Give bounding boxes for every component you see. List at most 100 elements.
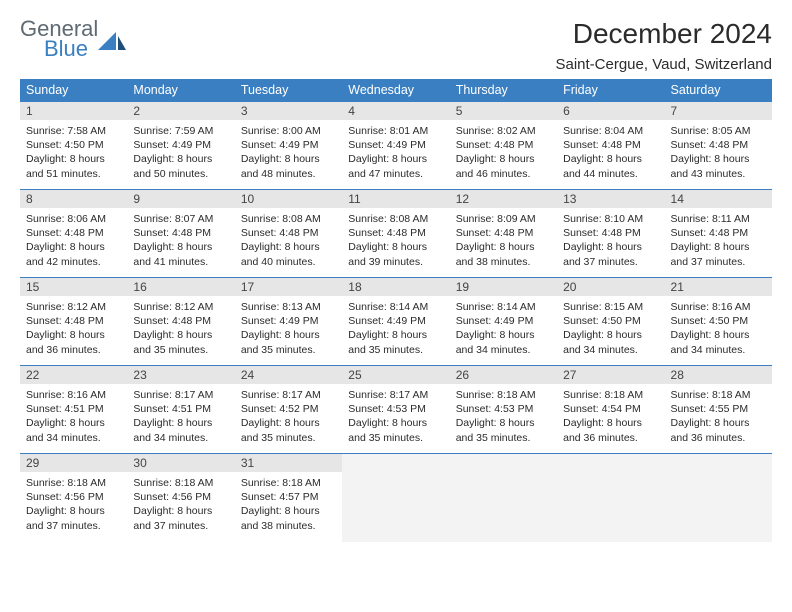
calendar-cell: 18Sunrise: 8:14 AMSunset: 4:49 PMDayligh… bbox=[342, 278, 449, 366]
sunset-line: Sunset: 4:48 PM bbox=[241, 226, 336, 240]
day-data: Sunrise: 8:08 AMSunset: 4:48 PMDaylight:… bbox=[235, 208, 342, 275]
day-number: 19 bbox=[450, 278, 557, 296]
sunrise-line: Sunrise: 8:07 AM bbox=[133, 212, 228, 226]
dayhead-friday: Friday bbox=[557, 79, 664, 102]
day-number: 14 bbox=[665, 190, 772, 208]
daylight-line: Daylight: 8 hours and 34 minutes. bbox=[456, 328, 551, 356]
daylight-line: Daylight: 8 hours and 34 minutes. bbox=[26, 416, 121, 444]
daylight-line: Daylight: 8 hours and 40 minutes. bbox=[241, 240, 336, 268]
daylight-line: Daylight: 8 hours and 34 minutes. bbox=[671, 328, 766, 356]
sunrise-line: Sunrise: 8:18 AM bbox=[563, 388, 658, 402]
sunrise-line: Sunrise: 8:17 AM bbox=[133, 388, 228, 402]
day-number: 20 bbox=[557, 278, 664, 296]
sunrise-line: Sunrise: 8:18 AM bbox=[133, 476, 228, 490]
sunset-line: Sunset: 4:49 PM bbox=[133, 138, 228, 152]
day-number: 30 bbox=[127, 454, 234, 472]
day-data: Sunrise: 8:18 AMSunset: 4:57 PMDaylight:… bbox=[235, 472, 342, 539]
sunrise-line: Sunrise: 8:18 AM bbox=[26, 476, 121, 490]
day-data: Sunrise: 8:13 AMSunset: 4:49 PMDaylight:… bbox=[235, 296, 342, 363]
calendar-cell: 21Sunrise: 8:16 AMSunset: 4:50 PMDayligh… bbox=[665, 278, 772, 366]
daylight-line: Daylight: 8 hours and 43 minutes. bbox=[671, 152, 766, 180]
day-number: 27 bbox=[557, 366, 664, 384]
calendar-cell: 14Sunrise: 8:11 AMSunset: 4:48 PMDayligh… bbox=[665, 190, 772, 278]
daylight-line: Daylight: 8 hours and 42 minutes. bbox=[26, 240, 121, 268]
calendar-cell: 10Sunrise: 8:08 AMSunset: 4:48 PMDayligh… bbox=[235, 190, 342, 278]
sunset-line: Sunset: 4:48 PM bbox=[671, 138, 766, 152]
calendar-cell bbox=[665, 454, 772, 542]
day-number: 12 bbox=[450, 190, 557, 208]
daylight-line: Daylight: 8 hours and 39 minutes. bbox=[348, 240, 443, 268]
sunrise-line: Sunrise: 7:58 AM bbox=[26, 124, 121, 138]
calendar-cell bbox=[557, 454, 664, 542]
day-data: Sunrise: 8:17 AMSunset: 4:51 PMDaylight:… bbox=[127, 384, 234, 451]
day-data: Sunrise: 8:18 AMSunset: 4:54 PMDaylight:… bbox=[557, 384, 664, 451]
sunset-line: Sunset: 4:48 PM bbox=[133, 314, 228, 328]
sunset-line: Sunset: 4:51 PM bbox=[133, 402, 228, 416]
header-row: General Blue December 2024 Saint-Cergue,… bbox=[20, 18, 772, 73]
sunrise-line: Sunrise: 8:18 AM bbox=[241, 476, 336, 490]
day-data: Sunrise: 8:18 AMSunset: 4:56 PMDaylight:… bbox=[127, 472, 234, 539]
daylight-line: Daylight: 8 hours and 37 minutes. bbox=[133, 504, 228, 532]
day-number: 15 bbox=[20, 278, 127, 296]
logo: General Blue bbox=[20, 18, 130, 60]
day-number: 28 bbox=[665, 366, 772, 384]
day-data: Sunrise: 8:09 AMSunset: 4:48 PMDaylight:… bbox=[450, 208, 557, 275]
calendar-cell: 23Sunrise: 8:17 AMSunset: 4:51 PMDayligh… bbox=[127, 366, 234, 454]
title-block: December 2024 Saint-Cergue, Vaud, Switze… bbox=[555, 18, 772, 73]
day-number: 3 bbox=[235, 102, 342, 120]
daylight-line: Daylight: 8 hours and 37 minutes. bbox=[26, 504, 121, 532]
day-data: Sunrise: 8:07 AMSunset: 4:48 PMDaylight:… bbox=[127, 208, 234, 275]
calendar-cell: 30Sunrise: 8:18 AMSunset: 4:56 PMDayligh… bbox=[127, 454, 234, 542]
day-number: 6 bbox=[557, 102, 664, 120]
day-number: 31 bbox=[235, 454, 342, 472]
sunrise-line: Sunrise: 8:18 AM bbox=[456, 388, 551, 402]
daylight-line: Daylight: 8 hours and 37 minutes. bbox=[563, 240, 658, 268]
calendar-cell: 6Sunrise: 8:04 AMSunset: 4:48 PMDaylight… bbox=[557, 102, 664, 190]
daylight-line: Daylight: 8 hours and 47 minutes. bbox=[348, 152, 443, 180]
day-data: Sunrise: 8:18 AMSunset: 4:55 PMDaylight:… bbox=[665, 384, 772, 451]
day-number: 7 bbox=[665, 102, 772, 120]
day-data: Sunrise: 8:00 AMSunset: 4:49 PMDaylight:… bbox=[235, 120, 342, 187]
day-number: 13 bbox=[557, 190, 664, 208]
day-number: 26 bbox=[450, 366, 557, 384]
day-number: 11 bbox=[342, 190, 449, 208]
sunset-line: Sunset: 4:52 PM bbox=[241, 402, 336, 416]
sunrise-line: Sunrise: 8:14 AM bbox=[456, 300, 551, 314]
calendar-cell: 13Sunrise: 8:10 AMSunset: 4:48 PMDayligh… bbox=[557, 190, 664, 278]
sunrise-line: Sunrise: 8:13 AM bbox=[241, 300, 336, 314]
day-number: 22 bbox=[20, 366, 127, 384]
day-number: 16 bbox=[127, 278, 234, 296]
day-number: 5 bbox=[450, 102, 557, 120]
day-data: Sunrise: 8:12 AMSunset: 4:48 PMDaylight:… bbox=[127, 296, 234, 363]
day-data: Sunrise: 8:17 AMSunset: 4:52 PMDaylight:… bbox=[235, 384, 342, 451]
calendar-cell bbox=[342, 454, 449, 542]
logo-text-blue: Blue bbox=[44, 38, 98, 60]
calendar-row: 15Sunrise: 8:12 AMSunset: 4:48 PMDayligh… bbox=[20, 278, 772, 366]
calendar-cell: 9Sunrise: 8:07 AMSunset: 4:48 PMDaylight… bbox=[127, 190, 234, 278]
day-data: Sunrise: 8:04 AMSunset: 4:48 PMDaylight:… bbox=[557, 120, 664, 187]
daylight-line: Daylight: 8 hours and 48 minutes. bbox=[241, 152, 336, 180]
daylight-line: Daylight: 8 hours and 34 minutes. bbox=[563, 328, 658, 356]
calendar-head: SundayMondayTuesdayWednesdayThursdayFrid… bbox=[20, 79, 772, 102]
sunset-line: Sunset: 4:48 PM bbox=[26, 314, 121, 328]
sunset-line: Sunset: 4:49 PM bbox=[348, 138, 443, 152]
sunrise-line: Sunrise: 8:00 AM bbox=[241, 124, 336, 138]
sunrise-line: Sunrise: 8:08 AM bbox=[241, 212, 336, 226]
calendar-table: SundayMondayTuesdayWednesdayThursdayFrid… bbox=[20, 79, 772, 542]
daylight-line: Daylight: 8 hours and 51 minutes. bbox=[26, 152, 121, 180]
day-number: 21 bbox=[665, 278, 772, 296]
day-number: 24 bbox=[235, 366, 342, 384]
calendar-cell: 28Sunrise: 8:18 AMSunset: 4:55 PMDayligh… bbox=[665, 366, 772, 454]
calendar-cell: 20Sunrise: 8:15 AMSunset: 4:50 PMDayligh… bbox=[557, 278, 664, 366]
day-data: Sunrise: 8:18 AMSunset: 4:53 PMDaylight:… bbox=[450, 384, 557, 451]
calendar-row: 8Sunrise: 8:06 AMSunset: 4:48 PMDaylight… bbox=[20, 190, 772, 278]
calendar-cell: 27Sunrise: 8:18 AMSunset: 4:54 PMDayligh… bbox=[557, 366, 664, 454]
sunset-line: Sunset: 4:49 PM bbox=[241, 138, 336, 152]
calendar-body: 1Sunrise: 7:58 AMSunset: 4:50 PMDaylight… bbox=[20, 102, 772, 542]
calendar-cell: 11Sunrise: 8:08 AMSunset: 4:48 PMDayligh… bbox=[342, 190, 449, 278]
sunset-line: Sunset: 4:50 PM bbox=[671, 314, 766, 328]
day-number: 4 bbox=[342, 102, 449, 120]
sunset-line: Sunset: 4:50 PM bbox=[26, 138, 121, 152]
daylight-line: Daylight: 8 hours and 36 minutes. bbox=[671, 416, 766, 444]
calendar-row: 22Sunrise: 8:16 AMSunset: 4:51 PMDayligh… bbox=[20, 366, 772, 454]
